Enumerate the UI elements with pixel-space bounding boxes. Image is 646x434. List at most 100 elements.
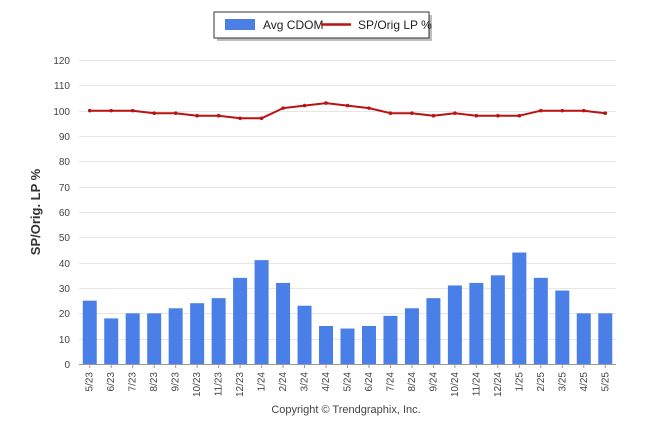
x-tick-labels: 5/23 6/23 7/23 8/23 9/23 10/23 11/23 12/23 1/24 2… xyxy=(85,364,611,397)
y-tick-label: 90 xyxy=(59,132,71,143)
bar-2-25 xyxy=(533,277,548,364)
y-tick-label: 110 xyxy=(54,81,70,92)
copyright-text: Copyright © Trendgraphix, Inc. xyxy=(271,404,420,416)
y-tick-label: 60 xyxy=(59,208,71,219)
x-tick-label: 2/24 xyxy=(278,372,289,392)
line-point-3-24 xyxy=(302,103,307,108)
bar-4-24 xyxy=(319,326,334,364)
line-point-5-25 xyxy=(603,111,608,115)
bar-4-25 xyxy=(576,313,591,364)
x-tick-label: 10/24 xyxy=(450,372,461,397)
y-tick-label: 70 xyxy=(59,183,71,194)
bar-2-24 xyxy=(276,282,291,364)
y-tick-label: 10 xyxy=(59,335,71,346)
line-point-2-24 xyxy=(281,106,285,110)
bar-10-23 xyxy=(190,303,205,364)
bar-8-23 xyxy=(147,313,162,364)
y-tick-label: 80 xyxy=(59,157,71,168)
line-point-11-24 xyxy=(474,113,479,118)
bar-1-24 xyxy=(254,260,269,364)
line-point-4-24 xyxy=(324,101,328,105)
bar-5-23 xyxy=(82,300,97,364)
x-tick-label: 5/24 xyxy=(343,372,354,392)
line-point-5-23 xyxy=(87,108,92,113)
line-point-10-23 xyxy=(195,113,199,118)
line-point-6-23 xyxy=(109,108,114,113)
y-tick-label: 50 xyxy=(59,233,71,244)
bar-12-23 xyxy=(233,277,248,364)
x-tick-label: 11/23 xyxy=(214,372,225,397)
bar-1-25 xyxy=(512,252,527,364)
bar-5-24 xyxy=(340,328,355,364)
x-tick-label: 4/24 xyxy=(321,372,332,392)
x-tick-label: 2/25 xyxy=(536,372,547,392)
bar-7-24 xyxy=(383,315,398,364)
x-tick-label: 5/25 xyxy=(600,372,611,392)
legend: Avg CDOM SP/Orig LP % xyxy=(213,11,432,41)
x-tick-label: 12/23 xyxy=(235,372,246,397)
x-tick-label: 3/25 xyxy=(557,372,568,392)
bar-10-24 xyxy=(447,285,462,364)
line-point-12-24 xyxy=(496,113,500,118)
line-point-4-25 xyxy=(581,108,586,113)
line-point-1-25 xyxy=(517,113,522,118)
line-point-7-23 xyxy=(130,108,135,113)
legend-label-bar: Avg CDOM xyxy=(263,18,323,32)
line-point-10-24 xyxy=(453,111,457,115)
y-tick-label: 120 xyxy=(53,56,70,67)
x-tick-label: 1/24 xyxy=(257,372,268,392)
x-tick-label: 3/24 xyxy=(300,372,311,392)
line-point-8-24 xyxy=(410,111,414,115)
bar-9-24 xyxy=(426,298,441,364)
gridlines xyxy=(79,60,616,365)
y-tick-label: 40 xyxy=(59,259,71,270)
bar-3-25 xyxy=(555,290,570,364)
y-axis-title: SP/Orig. LP % xyxy=(28,168,43,255)
y-tick-label: 100 xyxy=(53,107,70,118)
line-point-1-24 xyxy=(259,116,264,121)
x-tick-label: 8/24 xyxy=(407,372,418,392)
bar-11-24 xyxy=(469,282,484,364)
line-point-7-24 xyxy=(388,111,393,115)
line-point-2-25 xyxy=(539,108,543,113)
x-tick-label: 5/23 xyxy=(85,372,96,392)
bar-9-23 xyxy=(168,308,183,364)
x-tick-label: 6/23 xyxy=(106,372,117,392)
legend-label-line: SP/Orig LP % xyxy=(358,18,432,32)
bar-12-24 xyxy=(490,275,505,364)
y-tick-labels: 0 10 20 30 40 50 60 70 80 90 100 110 120 xyxy=(53,56,70,371)
x-tick-label: 9/24 xyxy=(428,372,439,392)
x-tick-label: 7/23 xyxy=(128,372,139,392)
x-tick-label: 12/24 xyxy=(493,372,504,397)
line-point-5-24 xyxy=(345,103,350,108)
legend-swatch-bar xyxy=(225,19,255,30)
x-tick-label: 11/24 xyxy=(471,372,482,397)
bar-8-24 xyxy=(404,308,419,364)
line-point-12-23 xyxy=(238,116,242,121)
x-tick-label: 6/24 xyxy=(364,372,375,392)
bar-series xyxy=(82,252,613,364)
bar-11-23 xyxy=(211,298,226,364)
line-point-11-23 xyxy=(216,113,221,118)
line-point-8-23 xyxy=(152,111,156,115)
x-tick-label: 8/23 xyxy=(149,372,160,392)
x-tick-label: 7/24 xyxy=(385,372,396,392)
bar-7-23 xyxy=(125,313,140,364)
bar-3-24 xyxy=(297,305,312,364)
line-point-3-25 xyxy=(560,108,565,113)
y-tick-label: 20 xyxy=(59,309,71,320)
bar-5-25 xyxy=(598,313,613,364)
x-tick-label: 10/23 xyxy=(192,372,203,397)
line-point-9-24 xyxy=(431,113,436,118)
y-tick-label: 30 xyxy=(59,284,71,295)
line-series xyxy=(87,101,608,121)
line-point-9-23 xyxy=(173,111,178,115)
y-tick-label: 0 xyxy=(64,360,70,371)
x-tick-label: 9/23 xyxy=(171,372,182,392)
bar-6-24 xyxy=(361,326,376,364)
x-tick-label: 1/25 xyxy=(514,372,525,392)
x-tick-label: 4/25 xyxy=(579,372,590,392)
bar-6-23 xyxy=(104,318,119,364)
